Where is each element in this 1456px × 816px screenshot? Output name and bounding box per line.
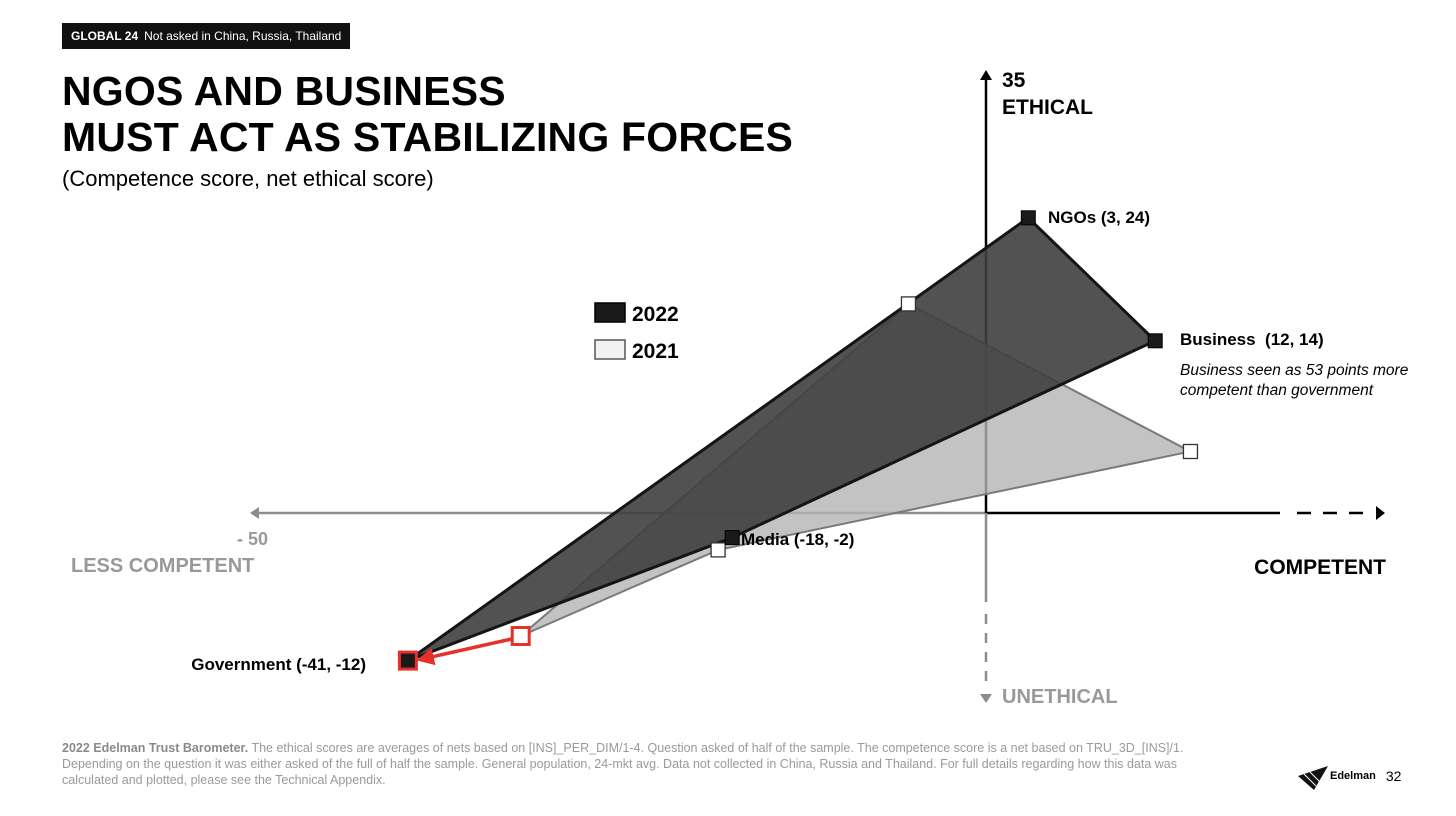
region-badge: GLOBAL 24 Not asked in China, Russia, Th… <box>62 23 351 49</box>
y-axis-bottom-arrow <box>980 694 992 703</box>
brand-name: Edelman <box>1330 770 1376 782</box>
y-positive-label: ETHICAL <box>1002 96 1093 119</box>
point-label-government: Government (-41, -12) <box>191 655 366 674</box>
business-annotation: Business seen as 53 points more competen… <box>1180 362 1409 399</box>
marker-2022-business <box>1147 333 1163 349</box>
annotation-line-2: competent than government <box>1180 382 1374 399</box>
edelman-logo-icon <box>1298 766 1328 790</box>
title-line-1: NGOS AND BUSINESS <box>62 68 506 114</box>
page-title: NGOS AND BUSINESS MUST ACT AS STABILIZIN… <box>62 68 793 160</box>
marker-2022-media <box>724 530 740 546</box>
legend-swatch-2021 <box>594 339 626 360</box>
x-negative-label: LESS COMPETENT <box>71 555 254 577</box>
marker-2021-government <box>510 626 531 646</box>
data-markers <box>397 210 1199 671</box>
page-subtitle: (Competence score, net ethical score) <box>62 166 434 191</box>
x-axis-right-arrow <box>1376 506 1385 520</box>
footnote: 2022 Edelman Trust Barometer. The ethica… <box>62 740 1222 788</box>
title-line-2: MUST ACT AS STABILIZING FORCES <box>62 114 794 160</box>
footnote-text: The ethical scores are averages of nets … <box>62 741 1184 787</box>
government-shift-arrow <box>416 637 513 666</box>
y-max-label: 35 <box>1002 69 1026 92</box>
marker-2021-ngos <box>900 296 917 312</box>
x-axis-left-arrow <box>250 507 259 519</box>
x-positive-label: COMPETENT <box>1254 556 1386 579</box>
x-min-label: - 50 <box>237 529 268 549</box>
legend: 2022 2021 <box>594 302 679 363</box>
point-label-media: Media (-18, -2) <box>741 530 854 549</box>
region-note: Not asked in China, Russia, Thailand <box>144 29 342 43</box>
brand: Edelman 32 <box>1298 762 1401 790</box>
marker-2021-business <box>1182 443 1199 460</box>
page-number: 32 <box>1385 768 1402 784</box>
legend-label-2021: 2021 <box>632 340 679 363</box>
marker-2022-ngos <box>1020 210 1036 226</box>
point-label-ngos: NGOs (3, 24) <box>1048 208 1150 227</box>
region-label: GLOBAL 24 <box>71 29 139 43</box>
footnote-lead: 2022 Edelman Trust Barometer. <box>62 741 249 755</box>
legend-label-2022: 2022 <box>632 303 679 326</box>
annotation-line-1: Business seen as 53 points more <box>1180 362 1409 379</box>
marker-2022-government <box>397 650 418 671</box>
y-axis-top-arrow <box>980 70 992 80</box>
point-label-business: Business (12, 14) <box>1180 330 1324 349</box>
y-negative-label: UNETHICAL <box>1002 686 1118 708</box>
marker-2021-media <box>710 542 726 558</box>
legend-swatch-2022 <box>594 302 626 323</box>
